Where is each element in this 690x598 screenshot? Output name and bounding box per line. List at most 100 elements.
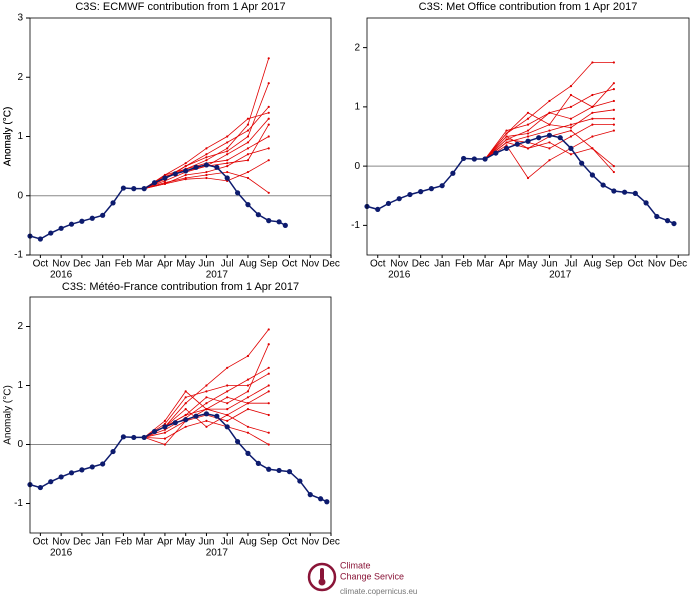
observed-point [266,466,272,472]
member-point [612,170,615,174]
member-point [267,443,270,446]
member-point [226,384,229,387]
member-point [591,111,594,114]
member-point [163,182,167,185]
year-label: 2016 [388,270,411,281]
observed-point [68,470,75,476]
x-tick-label: Oct [282,537,298,548]
member-point [548,159,551,162]
member-point [205,153,208,156]
member-point [205,170,208,174]
observed-point [120,185,127,191]
observed-point [255,212,261,218]
observed-point [493,150,499,156]
member-point [591,105,594,108]
observed-point [131,186,137,192]
x-tick-label: Apr [157,259,173,270]
member-point [205,408,208,411]
observed-point [407,191,413,198]
member-point [569,129,573,132]
x-tick-label: May [519,259,538,270]
x-tick-label: Jul [565,259,578,270]
y-tick-label: 3 [17,13,23,24]
x-tick-label: Oct [282,259,298,270]
member-point [548,99,551,103]
x-tick-label: May [176,259,195,270]
year-label: 2017 [206,548,229,559]
observed-point [79,467,85,473]
observed-point [671,220,677,227]
x-tick-label: Apr [499,259,515,270]
member-point [526,132,530,135]
member-point [205,396,208,399]
x-tick-label: Jul [221,259,234,270]
observed-point [514,141,520,147]
observed-point [579,160,585,166]
observed-point [297,478,303,484]
y-tick-label: -1 [351,220,360,231]
y-tick-label: 0 [17,190,23,201]
member-point [591,147,594,150]
x-tick-label: Oct [370,259,386,270]
observed-point [183,168,189,174]
observed-point [224,175,230,181]
member-point [226,419,229,422]
member-point [267,57,270,60]
observed-point [385,200,392,207]
y-tick-label: 2 [354,42,360,53]
member-point [267,372,270,375]
x-tick-label: Jan [95,537,111,548]
member-point [205,147,208,150]
member-point [569,153,573,156]
member-point [612,117,615,120]
observed-point [276,219,282,225]
observed-point [100,212,106,218]
member-point [267,105,270,108]
observed-point [245,450,251,456]
observed-point [375,206,381,212]
observed-point [282,222,288,228]
member-point [267,390,270,393]
x-tick-label: Feb [115,537,133,548]
member-point [163,443,167,446]
member-point [267,82,270,85]
y-tick-label: 0 [354,161,360,172]
member-point [226,366,229,369]
member-point [246,176,250,180]
x-tick-label: Sep [260,259,278,270]
observed-point [557,135,563,141]
x-tick-label: Dec [412,259,430,270]
y-tick-label: -1 [14,250,23,261]
observed-point [141,434,147,441]
member-point [612,165,615,168]
member-point [246,123,250,126]
x-tick-label: Nov [301,537,319,548]
member-point [526,135,530,138]
x-tick-label: Mar [136,259,154,270]
panel-title: C3S: Met Office contribution from 1 Apr … [419,1,638,13]
member-point [526,129,530,132]
x-tick-label: Jun [541,259,557,270]
member-point [267,328,270,331]
observed-point [89,215,95,221]
member-point [569,126,573,129]
member-point [246,170,250,174]
observed-point [48,479,54,485]
member-point [548,123,551,126]
observed-point [58,225,64,231]
member-point [267,111,270,114]
x-tick-label: Feb [115,259,133,270]
member-point [226,402,229,405]
year-label: 2016 [50,270,73,281]
member-point [163,419,167,422]
observed-point [255,460,261,466]
member-point [612,99,615,103]
observed-point [203,162,210,168]
member-point [505,138,508,141]
member-point [267,135,270,138]
x-tick-label: Jun [198,259,214,270]
member-point [612,129,615,132]
observed-point [589,172,596,178]
member-point [226,159,229,162]
